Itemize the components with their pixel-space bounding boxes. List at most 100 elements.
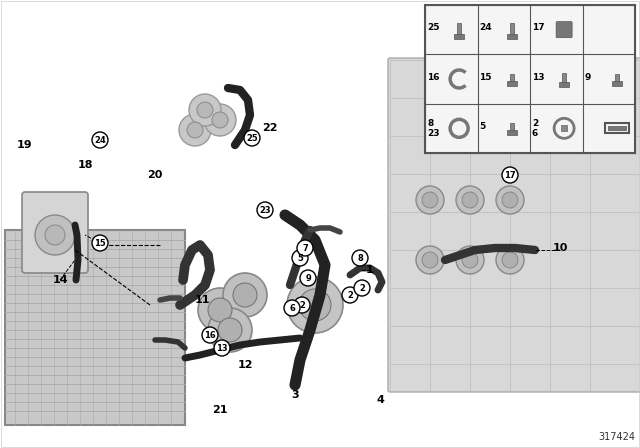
- Text: 2: 2: [299, 301, 305, 310]
- Circle shape: [422, 252, 438, 268]
- Circle shape: [422, 192, 438, 208]
- Bar: [605, 123, 628, 134]
- Text: 9: 9: [584, 73, 591, 82]
- Text: 25: 25: [427, 23, 440, 32]
- Text: 15: 15: [479, 73, 492, 82]
- FancyBboxPatch shape: [22, 192, 88, 273]
- Circle shape: [187, 122, 203, 138]
- Text: 23: 23: [427, 129, 440, 138]
- Bar: [5, 230, 185, 425]
- Circle shape: [502, 192, 518, 208]
- Circle shape: [456, 246, 484, 274]
- Text: 2: 2: [359, 284, 365, 293]
- Circle shape: [35, 215, 75, 255]
- Text: 7: 7: [302, 244, 308, 253]
- Circle shape: [208, 308, 252, 352]
- Bar: [509, 123, 514, 134]
- Circle shape: [244, 130, 260, 146]
- Circle shape: [284, 300, 300, 316]
- Bar: [607, 126, 626, 130]
- Circle shape: [456, 186, 484, 214]
- Text: 3: 3: [291, 390, 299, 400]
- Circle shape: [294, 297, 310, 313]
- Bar: [425, 5, 635, 153]
- Bar: [614, 74, 619, 85]
- Text: 10: 10: [552, 243, 568, 253]
- Text: 17: 17: [504, 171, 516, 180]
- Text: 8: 8: [427, 119, 433, 128]
- Bar: [509, 23, 514, 37]
- Circle shape: [92, 132, 108, 148]
- Bar: [454, 34, 464, 39]
- Circle shape: [352, 250, 368, 266]
- Circle shape: [198, 288, 242, 332]
- Circle shape: [300, 270, 316, 286]
- Circle shape: [287, 277, 343, 333]
- Circle shape: [45, 225, 65, 245]
- Text: 18: 18: [77, 160, 93, 170]
- Text: 20: 20: [147, 170, 163, 180]
- Circle shape: [416, 246, 444, 274]
- FancyBboxPatch shape: [388, 58, 640, 392]
- Circle shape: [416, 186, 444, 214]
- Text: 24: 24: [94, 135, 106, 145]
- Circle shape: [189, 94, 221, 126]
- Text: 6: 6: [289, 303, 295, 313]
- Circle shape: [197, 102, 213, 118]
- Circle shape: [496, 186, 524, 214]
- Text: 2: 2: [532, 119, 538, 128]
- Circle shape: [299, 289, 331, 321]
- Bar: [561, 125, 567, 131]
- Text: 21: 21: [212, 405, 228, 415]
- Circle shape: [292, 250, 308, 266]
- Bar: [507, 34, 516, 39]
- Circle shape: [179, 114, 211, 146]
- Text: 5: 5: [479, 122, 486, 131]
- Circle shape: [223, 273, 267, 317]
- Circle shape: [204, 104, 236, 136]
- Bar: [562, 73, 566, 85]
- Text: 25: 25: [246, 134, 258, 142]
- Text: 11: 11: [195, 295, 210, 305]
- Text: 12: 12: [237, 360, 253, 370]
- Text: 23: 23: [259, 206, 271, 215]
- Circle shape: [212, 112, 228, 128]
- Text: 22: 22: [262, 123, 278, 133]
- Circle shape: [496, 246, 524, 274]
- Text: 317424: 317424: [598, 432, 635, 442]
- Text: 9: 9: [305, 273, 311, 283]
- Circle shape: [218, 318, 242, 342]
- Text: 13: 13: [532, 73, 545, 82]
- Circle shape: [202, 327, 218, 343]
- Text: 2: 2: [347, 290, 353, 300]
- Text: 8: 8: [357, 254, 363, 263]
- Bar: [559, 82, 569, 87]
- Text: 14: 14: [52, 275, 68, 285]
- Circle shape: [214, 340, 230, 356]
- Circle shape: [462, 252, 478, 268]
- Circle shape: [92, 235, 108, 251]
- Text: 6: 6: [532, 129, 538, 138]
- Text: 1: 1: [366, 265, 374, 275]
- Bar: [612, 81, 621, 86]
- Text: 17: 17: [532, 23, 545, 32]
- Text: 16: 16: [427, 73, 440, 82]
- Text: 16: 16: [204, 331, 216, 340]
- Text: 15: 15: [94, 238, 106, 247]
- Bar: [507, 81, 516, 86]
- Circle shape: [208, 298, 232, 322]
- Text: 13: 13: [216, 344, 228, 353]
- Text: 19: 19: [17, 140, 33, 150]
- Circle shape: [502, 252, 518, 268]
- FancyBboxPatch shape: [556, 22, 572, 38]
- Circle shape: [502, 167, 518, 183]
- Circle shape: [354, 280, 370, 296]
- Circle shape: [233, 283, 257, 307]
- Circle shape: [297, 240, 313, 256]
- Circle shape: [462, 192, 478, 208]
- Bar: [507, 130, 516, 135]
- Bar: [457, 23, 461, 37]
- Text: 5: 5: [297, 254, 303, 263]
- Circle shape: [342, 287, 358, 303]
- Text: 4: 4: [376, 395, 384, 405]
